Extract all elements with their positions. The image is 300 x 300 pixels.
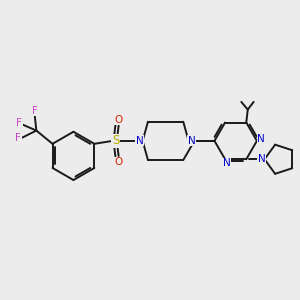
- Text: F: F: [15, 133, 21, 143]
- Text: N: N: [223, 158, 230, 168]
- Text: N: N: [258, 154, 266, 164]
- Text: O: O: [114, 157, 122, 167]
- Text: O: O: [114, 115, 122, 125]
- Text: N: N: [188, 136, 195, 146]
- Text: N: N: [136, 136, 144, 146]
- Text: F: F: [16, 118, 22, 128]
- Text: S: S: [112, 134, 119, 147]
- Text: N: N: [257, 134, 265, 144]
- Text: F: F: [32, 106, 38, 116]
